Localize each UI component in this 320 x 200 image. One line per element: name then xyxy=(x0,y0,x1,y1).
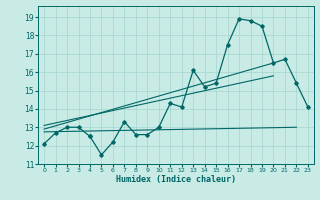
X-axis label: Humidex (Indice chaleur): Humidex (Indice chaleur) xyxy=(116,175,236,184)
